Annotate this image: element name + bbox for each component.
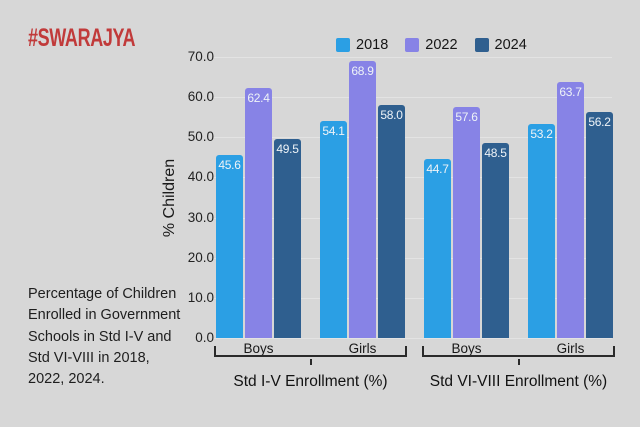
bar-2018: 53.2 [528,124,555,338]
bar-2024: 49.5 [274,139,301,338]
y-axis-ticks: 0.0 10.0 20.0 30.0 40.0 50.0 60.0 70.0 [0,49,214,345]
bar-2022: 68.9 [349,61,376,338]
chart-caption: Percentage of Children Enrolled in Gover… [28,286,181,388]
category-label: Boys [451,341,482,356]
y-tick-label: 40.0 [187,169,214,184]
bar-2024: 58.0 [378,105,405,338]
gridline [214,218,612,219]
group-bracket-label: Std VI-VIII Enrollment (%) [429,373,608,390]
gridline [214,258,612,259]
bar-value-label: 63.7 [559,85,582,99]
bar-2022: 57.6 [453,107,480,338]
bar-group: 45.6 62.4 49.5 [216,88,301,338]
bar-group: 44.7 57.6 48.5 [424,107,509,338]
bar-2022: 63.7 [557,82,584,338]
legend-swatch-2024 [474,38,489,52]
gridline [214,97,612,98]
swarajya-logo: #SWARAJYA [28,24,136,52]
group-bracket-center-tick [310,359,312,365]
group-bracket-center-tick [518,359,520,365]
y-tick-label: 50.0 [187,129,214,144]
bar-value-label: 56.2 [588,115,611,129]
group-bracket [422,346,615,357]
y-tick-label: 30.0 [187,210,214,225]
bar-2022: 62.4 [245,88,272,338]
y-tick-label: 0.0 [195,330,214,345]
bar-2018: 45.6 [216,155,243,338]
bar-value-label: 45.6 [218,158,241,172]
legend-item: 2022 [405,37,458,53]
legend-item: 2024 [474,37,527,53]
bar-2024: 48.5 [482,143,509,338]
group-bracket-label: Std I-V Enrollment (%) [233,373,388,390]
legend-swatch-2022 [405,38,420,52]
bar-group: 54.1 68.9 58.0 [320,61,405,338]
bar-value-label: 48.5 [484,146,507,160]
bars-container: 45.6 62.4 49.5 54.1 68.9 58.0 44.7 57.6 48.5 53.2… [212,57,616,338]
bar-value-label: 62.4 [247,91,270,105]
category-label: Boys [243,341,274,356]
y-tick-label: 70.0 [187,49,214,64]
gridline [214,298,612,299]
y-tick-label: 20.0 [187,250,214,265]
legend-label: 2022 [425,37,458,53]
bar-group: 53.2 63.7 56.2 [528,82,613,338]
category-label: Girls [556,341,585,356]
gridline [214,137,612,138]
bar-value-label: 58.0 [380,108,403,122]
gridline [214,338,612,339]
group-bracket [214,346,407,357]
category-labels: Boys Girls Boys Girls [212,341,616,356]
bar-value-label: 44.7 [426,162,449,176]
bar-value-label: 54.1 [322,124,345,138]
bar-2018: 54.1 [320,121,347,338]
legend: 2018 2022 2024 [336,37,527,53]
y-tick-label: 60.0 [187,89,214,104]
legend-label: 2024 [494,37,527,53]
bar-2024: 56.2 [586,112,613,338]
y-tick-label: 10.0 [187,290,214,305]
bar-value-label: 57.6 [455,110,478,124]
bar-value-label: 53.2 [530,127,553,141]
category-label: Girls [348,341,377,356]
legend-swatch-2018 [336,38,350,52]
gridline [214,177,612,178]
bar-value-label: 49.5 [276,142,299,156]
legend-label: 2018 [356,37,389,53]
gridline [214,57,612,58]
bar-value-label: 68.9 [351,64,374,78]
bar-2018: 44.7 [424,159,451,338]
plot-area: 45.6 62.4 49.5 54.1 68.9 58.0 44.7 57.6 48.5 53.2… [212,57,616,339]
legend-item: 2018 [336,37,388,53]
